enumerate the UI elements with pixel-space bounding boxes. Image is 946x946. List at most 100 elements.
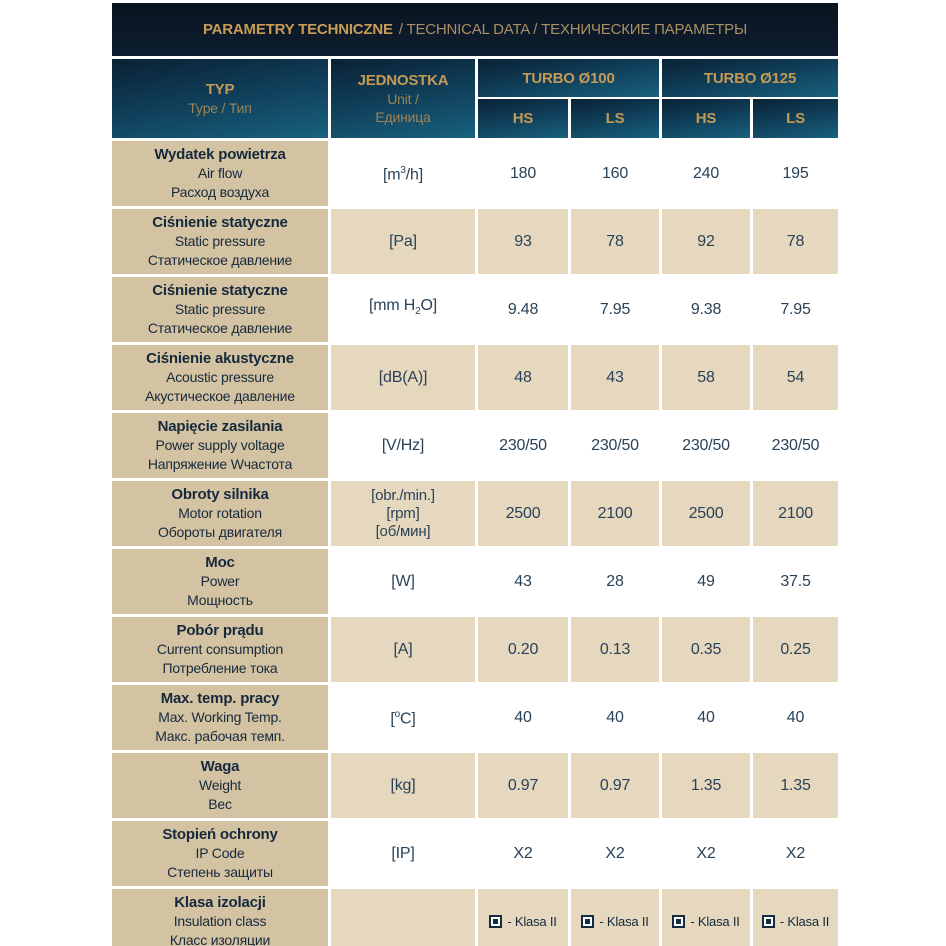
unit-cell: [V/Hz] xyxy=(331,413,475,478)
value-cell: 0.97 xyxy=(478,753,568,818)
row-label-pl: Klasa izolacji xyxy=(174,894,266,911)
value-cell: 43 xyxy=(478,549,568,614)
row-label-static-pressure-mmh2o: Ciśnienie statyczne Static pressure Стат… xyxy=(112,277,328,342)
spec-table: PARAMETRY TECHNICZNE / TECHNICAL DATA / … xyxy=(112,3,838,946)
row-label-weight: Waga Weight Вес xyxy=(112,753,328,818)
value-cell: X2 xyxy=(753,821,838,886)
row-label-pl: Ciśnienie statyczne xyxy=(152,214,288,231)
sub-header-hs-100: HS xyxy=(478,99,568,138)
row-label-en: Acoustic pressure xyxy=(166,369,274,385)
value-cell: X2 xyxy=(571,821,659,886)
value-cell: 1.35 xyxy=(662,753,750,818)
value-cell: 48 xyxy=(478,345,568,410)
unit-cell: [m3/h] xyxy=(331,141,475,206)
row-label-ru: Акустическое давление xyxy=(145,388,295,404)
value-cell: 195 xyxy=(753,141,838,206)
value-cell: 43 xyxy=(571,345,659,410)
value-cell: 7.95 xyxy=(753,277,838,342)
row-label-en: Static pressure xyxy=(174,233,266,249)
row-label-pl: Ciśnienie akustyczne xyxy=(146,350,294,367)
row-label-en: Current consumption xyxy=(156,641,284,657)
value-cell: 230/50 xyxy=(662,413,750,478)
row-label-pl: Waga xyxy=(200,758,240,775)
value-cell: 37.5 xyxy=(753,549,838,614)
group-header-turbo-100: TURBO Ø100 xyxy=(478,59,659,97)
row-label-ru: Расход воздуха xyxy=(170,184,270,200)
unit-cell xyxy=(331,889,475,946)
value-cell: 58 xyxy=(662,345,750,410)
row-label-motor-rotation: Obroty silnika Motor rotation Обороты дв… xyxy=(112,481,328,546)
unit-cell: [obr./min.] [rpm] [об/мин] xyxy=(331,481,475,546)
value-cell: 180 xyxy=(478,141,568,206)
insulation-class-label: - Klasa II xyxy=(507,914,557,929)
col-header-typ-title: TYP xyxy=(205,81,235,98)
row-label-ru: Статическое давление xyxy=(147,252,293,268)
value-cell: 2500 xyxy=(478,481,568,546)
title-secondary: / TECHNICAL DATA / ТЕХНИЧЕСКИЕ ПАРАМЕТРЫ xyxy=(398,21,748,38)
col-header-unit-sub2: Единица xyxy=(375,109,431,125)
row-label-pl: Pobór prądu xyxy=(176,622,264,639)
unit-cell: [dB(A)] xyxy=(331,345,475,410)
value-cell: 92 xyxy=(662,209,750,274)
row-label-en: Max. Working Temp. xyxy=(158,709,282,725)
row-label-en: Power xyxy=(200,573,240,589)
row-label-pl: Stopień ochrony xyxy=(162,826,278,843)
row-label-current-consumption: Pobór prądu Current consumption Потребле… xyxy=(112,617,328,682)
row-label-ru: Обороты двигателя xyxy=(158,524,282,540)
value-cell: 40 xyxy=(662,685,750,750)
value-cell: 230/50 xyxy=(478,413,568,478)
row-label-static-pressure-pa: Ciśnienie statyczne Static pressure Стат… xyxy=(112,209,328,274)
value-cell: 40 xyxy=(478,685,568,750)
row-label-pl: Napięcie zasilania xyxy=(157,418,283,435)
value-cell: 0.97 xyxy=(571,753,659,818)
row-label-ru: Напряжение Wчастота xyxy=(147,456,293,472)
row-label-pl: Ciśnienie statyczne xyxy=(152,282,288,299)
insulation-class-label: - Klasa II xyxy=(690,914,740,929)
value-cell: 1.35 xyxy=(753,753,838,818)
value-cell: 7.95 xyxy=(571,277,659,342)
row-label-insulation-class: Klasa izolacji Insulation class Класс из… xyxy=(112,889,328,946)
value-cell: 40 xyxy=(753,685,838,750)
row-label-en: IP Code xyxy=(195,845,245,861)
value-cell: 28 xyxy=(571,549,659,614)
value-cell: 78 xyxy=(753,209,838,274)
value-cell: 2500 xyxy=(662,481,750,546)
row-label-en: Insulation class xyxy=(173,913,267,929)
value-cell: 93 xyxy=(478,209,568,274)
value-cell: 160 xyxy=(571,141,659,206)
sub-header-ls-100: LS xyxy=(571,99,659,138)
col-header-typ-sub: Type / Тип xyxy=(188,100,252,116)
row-label-ru: Макс. рабочая темп. xyxy=(155,728,285,744)
row-label-pl: Moc xyxy=(205,554,235,571)
value-cell: 40 xyxy=(571,685,659,750)
value-cell: 240 xyxy=(662,141,750,206)
value-cell: 0.13 xyxy=(571,617,659,682)
insulation-class-cell: - Klasa II xyxy=(478,889,568,946)
class-ii-icon xyxy=(581,915,595,928)
insulation-class-cell: - Klasa II xyxy=(662,889,750,946)
row-label-ru: Статическое давление xyxy=(147,320,293,336)
value-cell: 0.20 xyxy=(478,617,568,682)
class-ii-icon xyxy=(672,915,686,928)
row-label-pl: Max. temp. pracy xyxy=(160,690,280,707)
table-header: TYP Type / Тип JEDNOSTKA Unit / Единица … xyxy=(112,59,838,138)
row-label-ru: Класс изоляции xyxy=(169,932,271,946)
row-label-air-flow: Wydatek powietrza Air flow Расход воздух… xyxy=(112,141,328,206)
row-label-ru: Степень защиты xyxy=(167,864,273,880)
value-cell: X2 xyxy=(662,821,750,886)
insulation-class-cell: - Klasa II xyxy=(753,889,838,946)
col-header-typ: TYP Type / Тип xyxy=(112,59,328,138)
group-header-turbo-125: TURBO Ø125 xyxy=(662,59,838,97)
row-label-max-temp: Max. temp. pracy Max. Working Temp. Макс… xyxy=(112,685,328,750)
sub-header-ls-125: LS xyxy=(753,99,838,138)
row-label-ru: Потребление тока xyxy=(162,660,278,676)
row-label-en: Weight xyxy=(198,777,242,793)
sub-header-hs-125: HS xyxy=(662,99,750,138)
value-cell: 230/50 xyxy=(571,413,659,478)
row-label-en: Static pressure xyxy=(174,301,266,317)
row-label-supply-voltage: Napięcie zasilania Power supply voltage … xyxy=(112,413,328,478)
row-label-en: Air flow xyxy=(197,165,243,181)
table-body: Wydatek powietrza Air flow Расход воздух… xyxy=(112,141,838,946)
col-header-unit-sub1: Unit / xyxy=(387,91,419,107)
